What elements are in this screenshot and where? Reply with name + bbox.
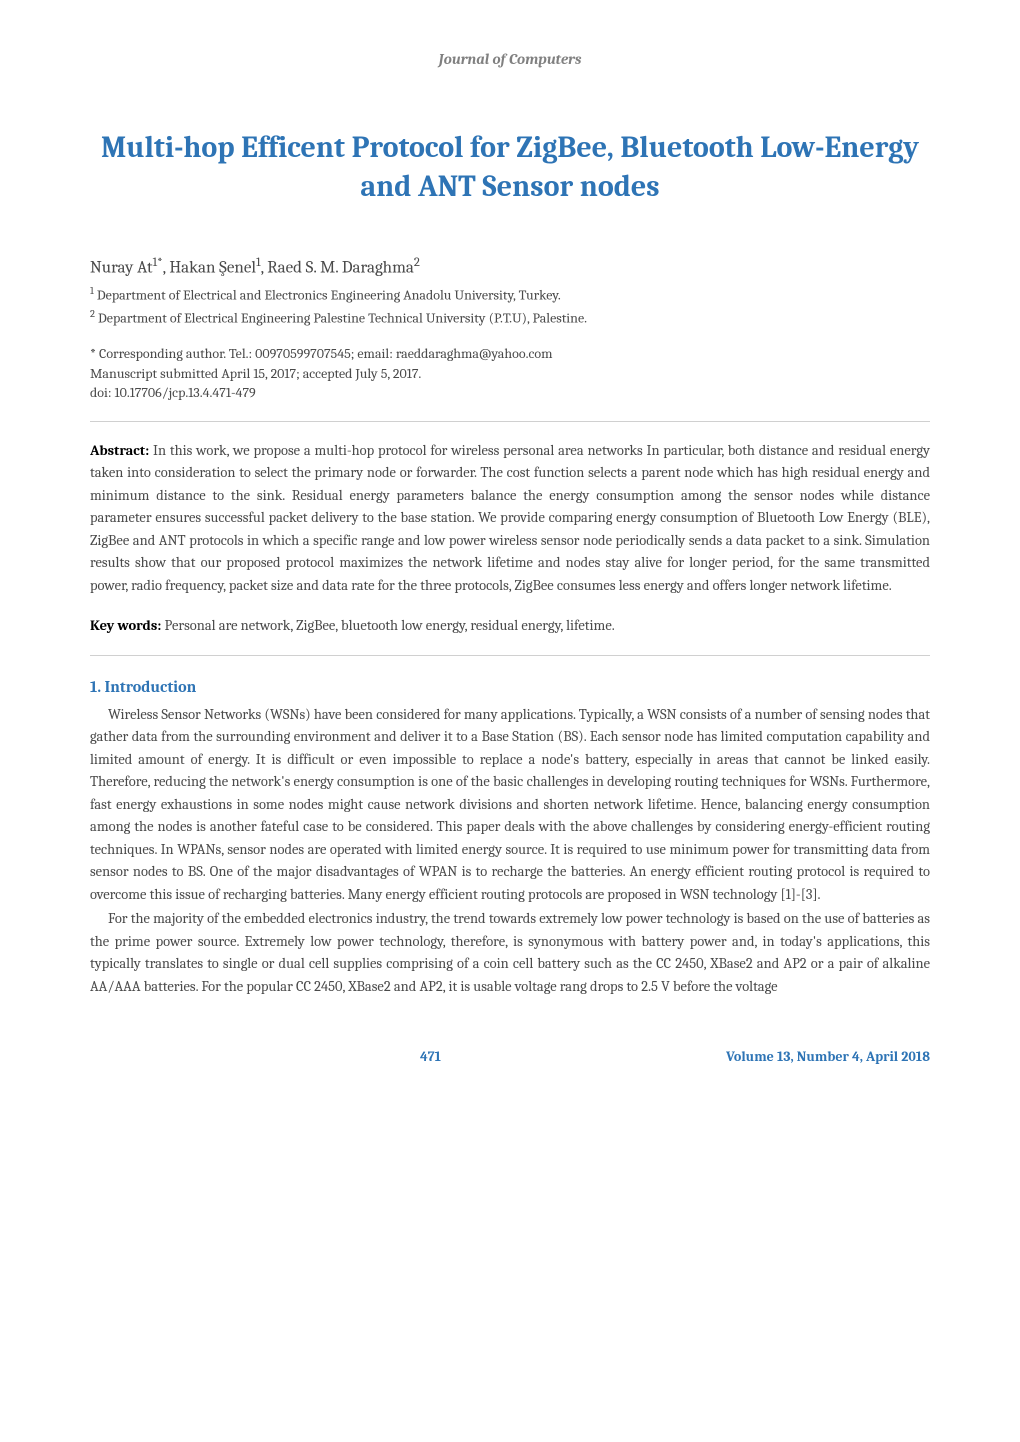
section-1-heading: 1. Introduction — [90, 678, 930, 696]
journal-header: Journal of Computers — [90, 50, 930, 68]
doi-line: doi: 10.17706/jcp.13.4.471-479 — [90, 383, 930, 403]
abstract-label: Abstract: — [90, 442, 149, 459]
intro-para-2: For the majority of the embedded electro… — [90, 908, 930, 998]
affiliation-1: 1 Department of Electrical and Electroni… — [90, 284, 930, 305]
volume-info: Volume 13, Number 4, April 2018 — [726, 1048, 930, 1065]
keywords-label: Key words: — [90, 617, 161, 634]
intro-para-1: Wireless Sensor Networks (WSNs) have bee… — [90, 704, 930, 906]
keywords-block: Key words: Personal are network, ZigBee,… — [90, 615, 930, 637]
divider-top — [90, 421, 930, 422]
abstract-block: Abstract: In this work, we propose a mul… — [90, 440, 930, 597]
page-footer: 471 Volume 13, Number 4, April 2018 — [90, 1048, 930, 1065]
corresponding-author: * Corresponding author. Tel.: 0097059970… — [90, 344, 930, 364]
keywords-text: Personal are network, ZigBee, bluetooth … — [161, 617, 614, 634]
manuscript-dates: Manuscript submitted April 15, 2017; acc… — [90, 364, 930, 384]
abstract-text: In this work, we propose a multi-hop pro… — [90, 442, 930, 594]
divider-bottom — [90, 655, 930, 656]
affiliation-2: 2 Department of Electrical Engineering P… — [90, 307, 930, 328]
paper-title: Multi-hop Efficent Protocol for ZigBee, … — [90, 128, 930, 206]
authors-line: Nuray At1*, Hakan Şenel1, Raed S. M. Dar… — [90, 256, 930, 278]
page-number: 471 — [420, 1048, 441, 1065]
